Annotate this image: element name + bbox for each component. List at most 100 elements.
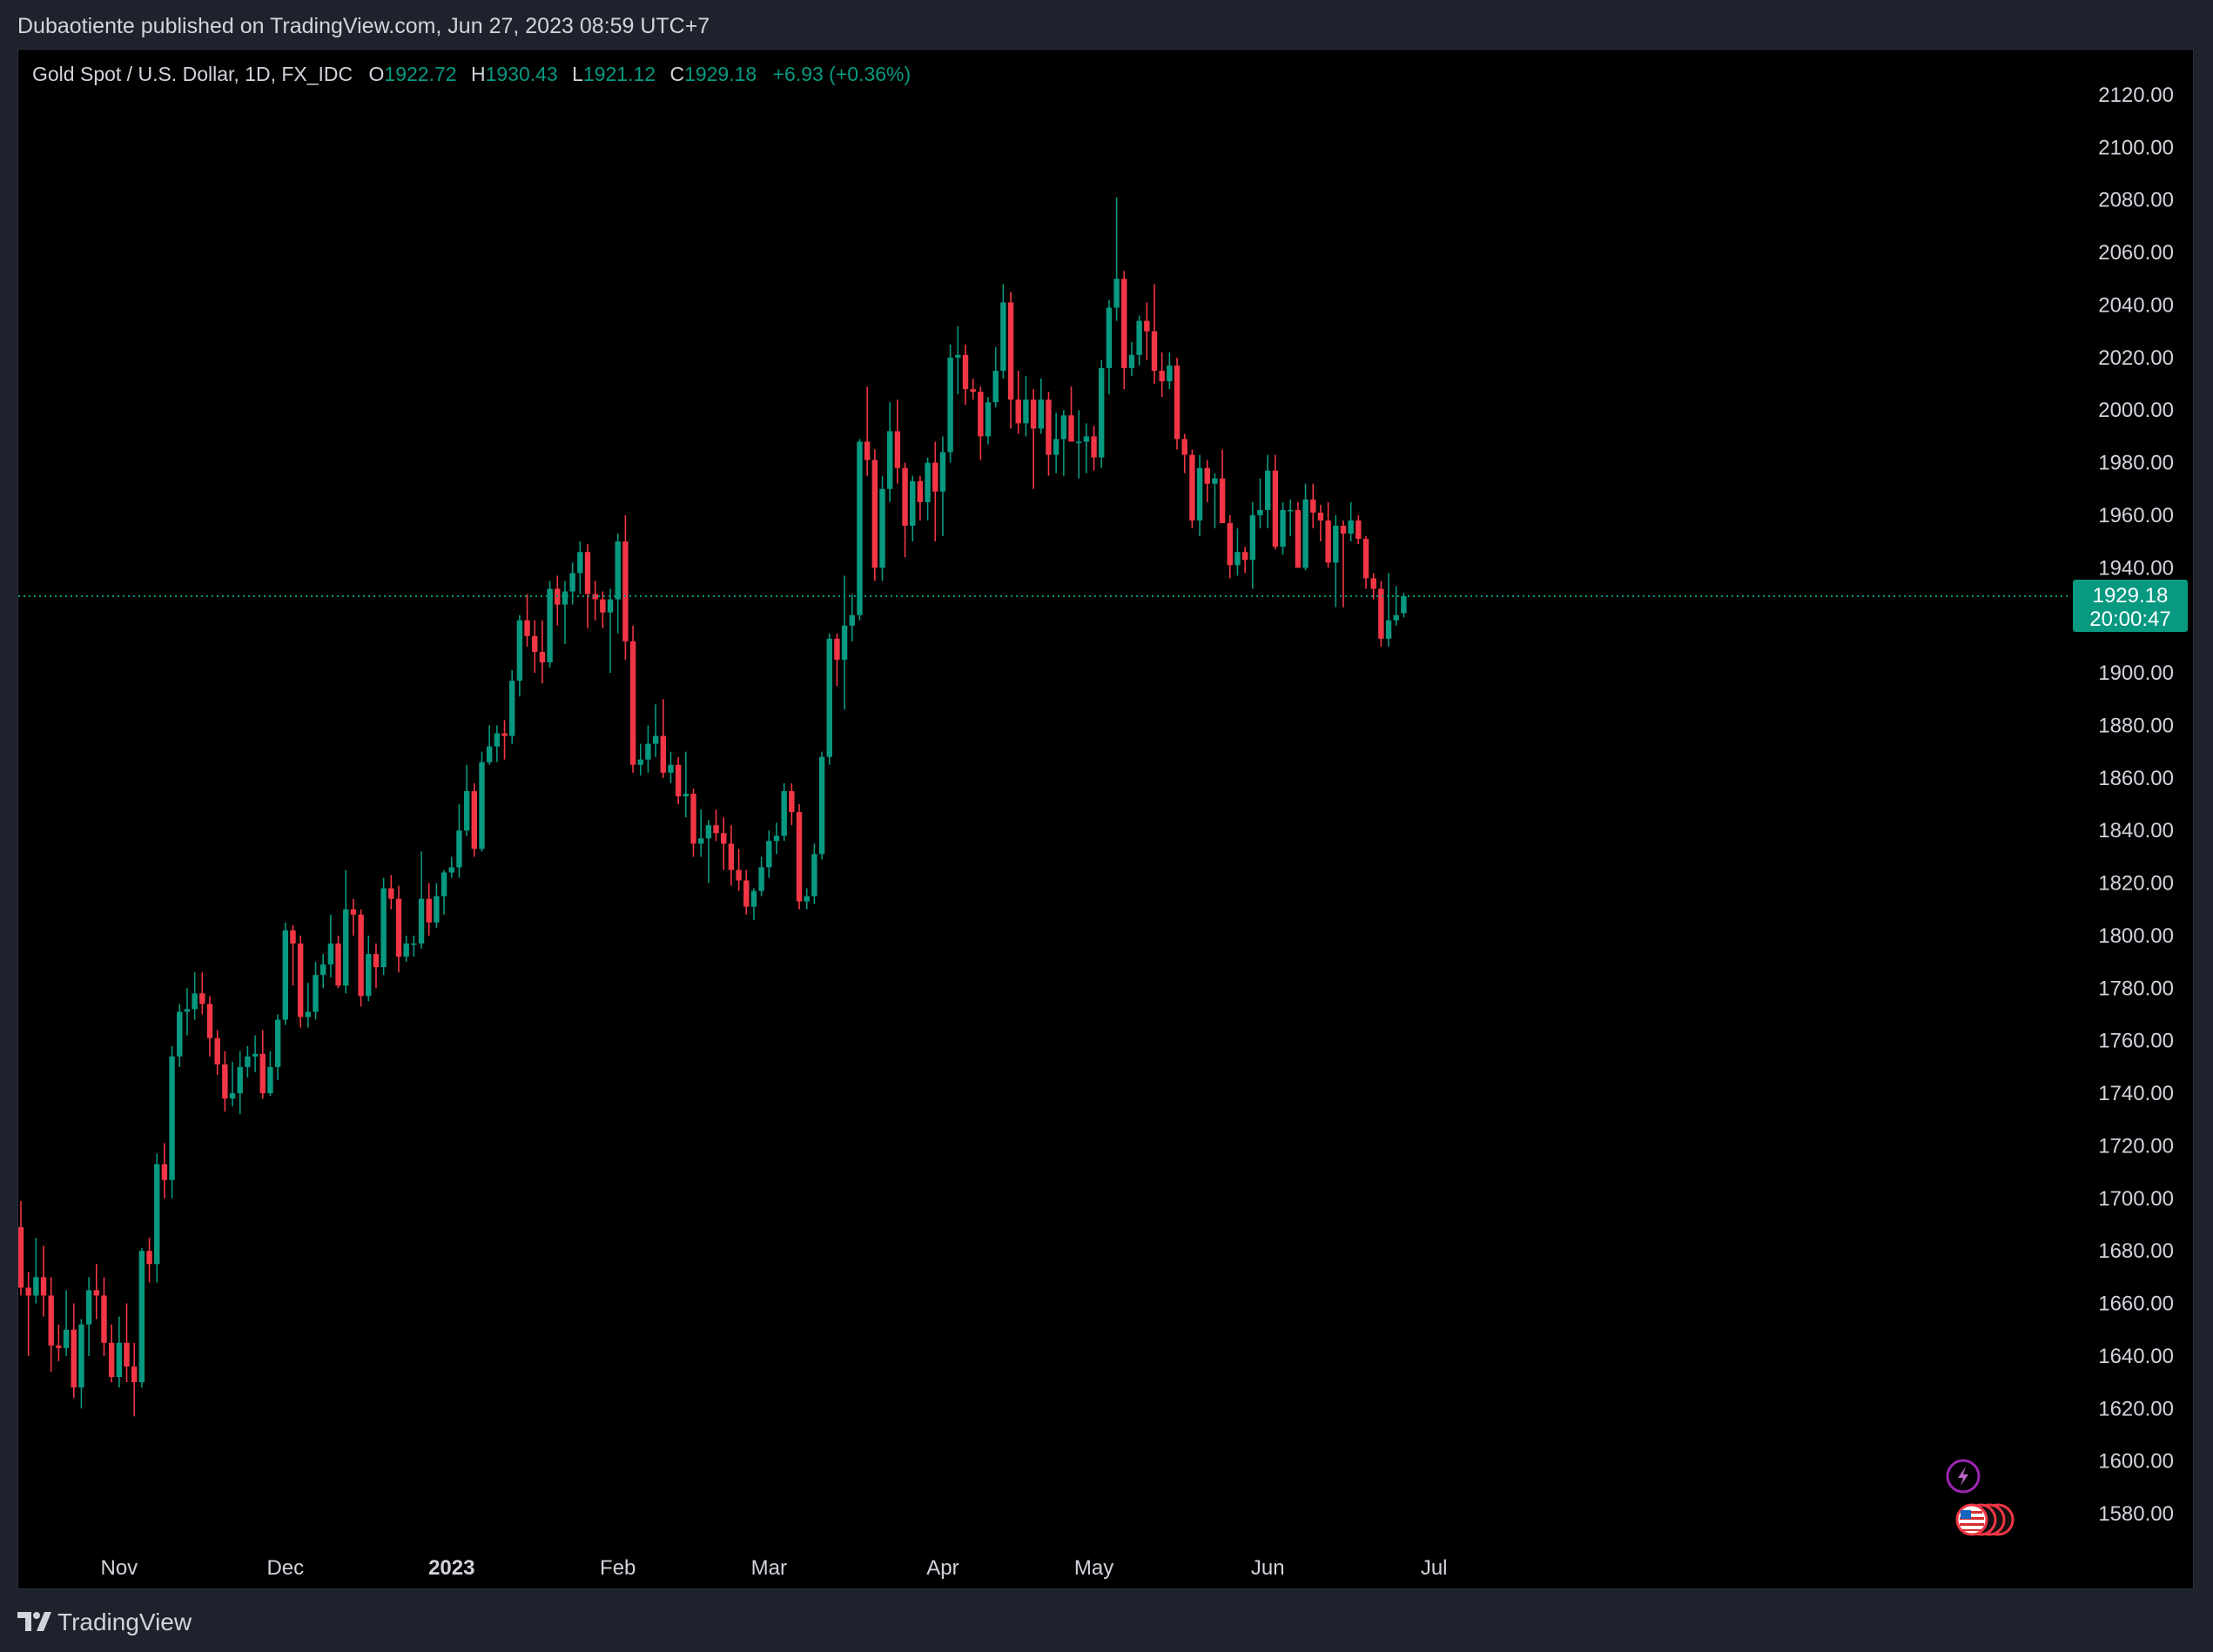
candle <box>978 386 984 460</box>
candle-body <box>350 909 357 915</box>
candle-body <box>1189 454 1195 520</box>
candle-body <box>834 638 840 660</box>
candle-body <box>441 872 447 897</box>
time-axis-tick-label: Jul <box>1421 1556 1448 1580</box>
candle-body <box>804 896 810 902</box>
candle <box>63 1290 70 1356</box>
candle <box>1340 520 1347 608</box>
candle <box>834 633 840 687</box>
candle-body <box>327 943 334 965</box>
candle <box>1295 501 1302 568</box>
candle <box>259 1030 266 1099</box>
price-axis[interactable]: 1580.00 1600.00 1620.00 1640.00 1660.00 1680.… <box>2098 84 2174 1526</box>
candle-body <box>434 896 440 923</box>
candle <box>509 670 515 744</box>
us-flag-event-icon[interactable] <box>1955 1503 2015 1536</box>
candle <box>1385 573 1392 647</box>
candle-body <box>403 943 409 957</box>
candle <box>841 575 848 710</box>
tradingview-logo-icon[interactable] <box>17 1608 52 1633</box>
candle-body <box>615 541 621 600</box>
candle-body <box>418 898 425 944</box>
candle <box>637 743 643 776</box>
candle-body <box>1288 509 1294 512</box>
candle-body <box>456 830 462 868</box>
chart-canvas[interactable]: 1580.00 1600.00 1620.00 1640.00 1660.00 1680.… <box>18 50 2193 1588</box>
candle-body <box>1053 439 1059 455</box>
candle-body <box>229 1093 236 1099</box>
candle <box>1113 197 1120 321</box>
candle-body <box>313 975 319 1012</box>
candle-body <box>1219 478 1226 524</box>
price-axis-tick-label: 1680.00 <box>2098 1239 2174 1263</box>
candle <box>1370 573 1376 600</box>
candle-body <box>1128 354 1135 368</box>
tradingview-brand-text[interactable]: TradingView <box>57 1608 192 1635</box>
candle <box>471 782 477 857</box>
candle-body <box>206 1004 213 1038</box>
candle <box>811 843 817 904</box>
candle <box>766 830 772 878</box>
candle <box>1249 501 1256 589</box>
candle <box>411 935 417 957</box>
candle <box>245 1045 251 1078</box>
candle <box>1302 483 1308 571</box>
candle-body <box>547 588 553 662</box>
candle <box>1288 499 1294 537</box>
candle <box>169 1045 175 1199</box>
candle-body <box>199 993 205 1004</box>
close-label: C <box>669 63 684 85</box>
candle <box>335 935 341 989</box>
candle <box>569 562 575 605</box>
candle-body <box>539 651 546 662</box>
candle-body <box>56 1345 62 1348</box>
candle <box>327 914 334 978</box>
candle-body <box>871 460 878 568</box>
candle-body <box>1401 595 1407 614</box>
candle <box>1068 386 1074 442</box>
candle <box>539 620 546 684</box>
candle <box>237 1051 243 1115</box>
candle-body <box>448 867 454 873</box>
candle-body <box>637 759 643 765</box>
candle <box>736 849 742 891</box>
candle-body <box>395 898 402 957</box>
candle <box>902 462 908 558</box>
candle <box>1144 302 1150 360</box>
candle-body <box>1385 620 1392 639</box>
candle <box>857 439 863 621</box>
candle <box>721 817 727 870</box>
chart-area[interactable]: 1580.00 1600.00 1620.00 1640.00 1660.00 1680.… <box>17 49 2194 1589</box>
candle <box>1030 389 1037 489</box>
candle <box>48 1277 54 1372</box>
candle-body <box>1348 520 1354 534</box>
candle-body <box>698 838 704 844</box>
candle-body <box>1196 467 1203 520</box>
candle <box>1000 284 1006 379</box>
candle <box>781 782 787 842</box>
price-axis-tick-label: 1580.00 <box>2098 1502 2174 1526</box>
lightning-event-icon[interactable] <box>1946 1459 1981 1494</box>
time-axis-tick-label: Nov <box>100 1556 138 1580</box>
publish-header: Dubaotiente published on TradingView.com… <box>0 0 2213 49</box>
candle-body <box>1325 520 1331 563</box>
candle <box>675 756 682 804</box>
candle-body <box>161 1164 168 1180</box>
candle-body <box>25 1287 31 1296</box>
candle <box>252 1035 259 1072</box>
candle <box>1015 370 1021 434</box>
change-value: +6.93 (+0.36%) <box>773 63 911 85</box>
candle <box>917 475 924 520</box>
candle <box>1196 454 1203 537</box>
candle <box>18 1200 24 1296</box>
candle <box>1378 581 1384 647</box>
candle <box>1325 501 1331 568</box>
candle <box>25 1272 31 1356</box>
candle-body <box>411 943 417 945</box>
candle <box>728 825 735 886</box>
candle-body <box>955 354 961 358</box>
candle <box>101 1277 107 1356</box>
candle <box>192 972 198 1020</box>
candle-body <box>1212 478 1218 484</box>
time-axis[interactable]: Nov Dec 2023 Feb Mar Apr May Jun Jul <box>100 1556 1447 1580</box>
